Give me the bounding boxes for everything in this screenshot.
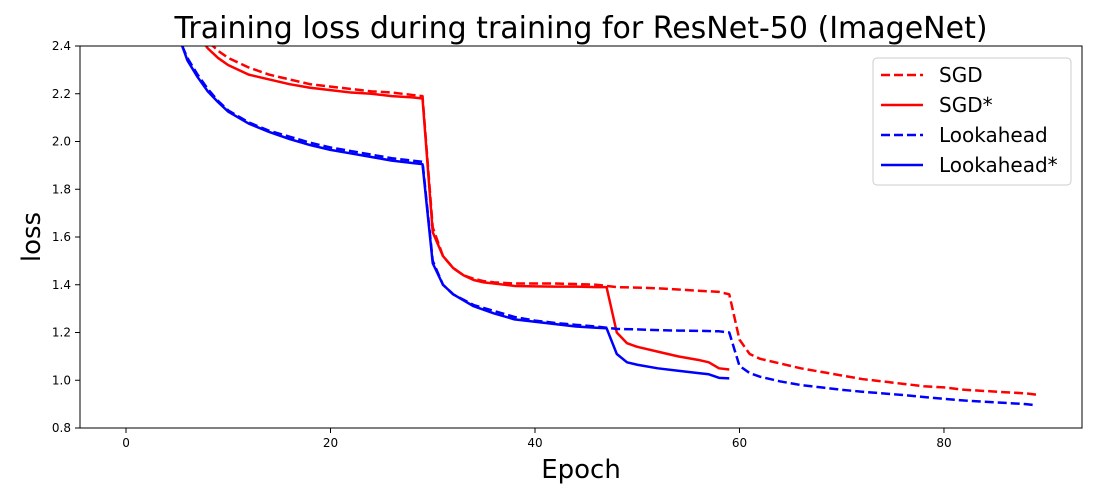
legend-label: SGD* [939, 93, 993, 117]
x-tick-label: 80 [936, 436, 951, 450]
series-line-lookahead [181, 46, 1037, 407]
legend-label: Lookahead [939, 123, 1048, 147]
series-line-sgd [211, 46, 1037, 396]
series-line-sgd-star [204, 46, 730, 371]
y-tick-label: 2.2 [52, 87, 71, 101]
x-tick-label: 0 [122, 436, 130, 450]
x-axis-title: Epoch [541, 455, 621, 485]
legend-box [872, 57, 1072, 186]
axes: 0 20 40 60 80 0.8 1.0 1.2 1.4 1.6 1.8 2.0 2.2 2.4 [52, 39, 1083, 450]
y-tick-label: 1.8 [52, 182, 71, 196]
plot-area [181, 46, 1037, 407]
y-tick-label: 1.6 [52, 230, 71, 244]
legend-label: Lookahead* [939, 153, 1058, 177]
y-tick-label: 1.0 [52, 373, 71, 387]
y-tick-label: 2.4 [52, 39, 71, 53]
y-tick-label: 2.0 [52, 135, 71, 149]
series-line-lookahead-star [181, 46, 730, 380]
legend-label: SGD [939, 63, 983, 87]
chart-title: Training loss during training for ResNet… [173, 11, 987, 46]
y-tick-label: 1.4 [52, 278, 71, 292]
x-tick-label: 60 [732, 436, 747, 450]
legend: SGD SGD* Lookahead Lookahead* [872, 57, 1072, 186]
y-tick-label: 1.2 [52, 326, 71, 340]
x-tick-label: 20 [323, 436, 338, 450]
x-tick-label: 40 [527, 436, 542, 450]
y-axis-title: loss [17, 212, 47, 262]
y-tick-label: 0.8 [52, 421, 71, 435]
